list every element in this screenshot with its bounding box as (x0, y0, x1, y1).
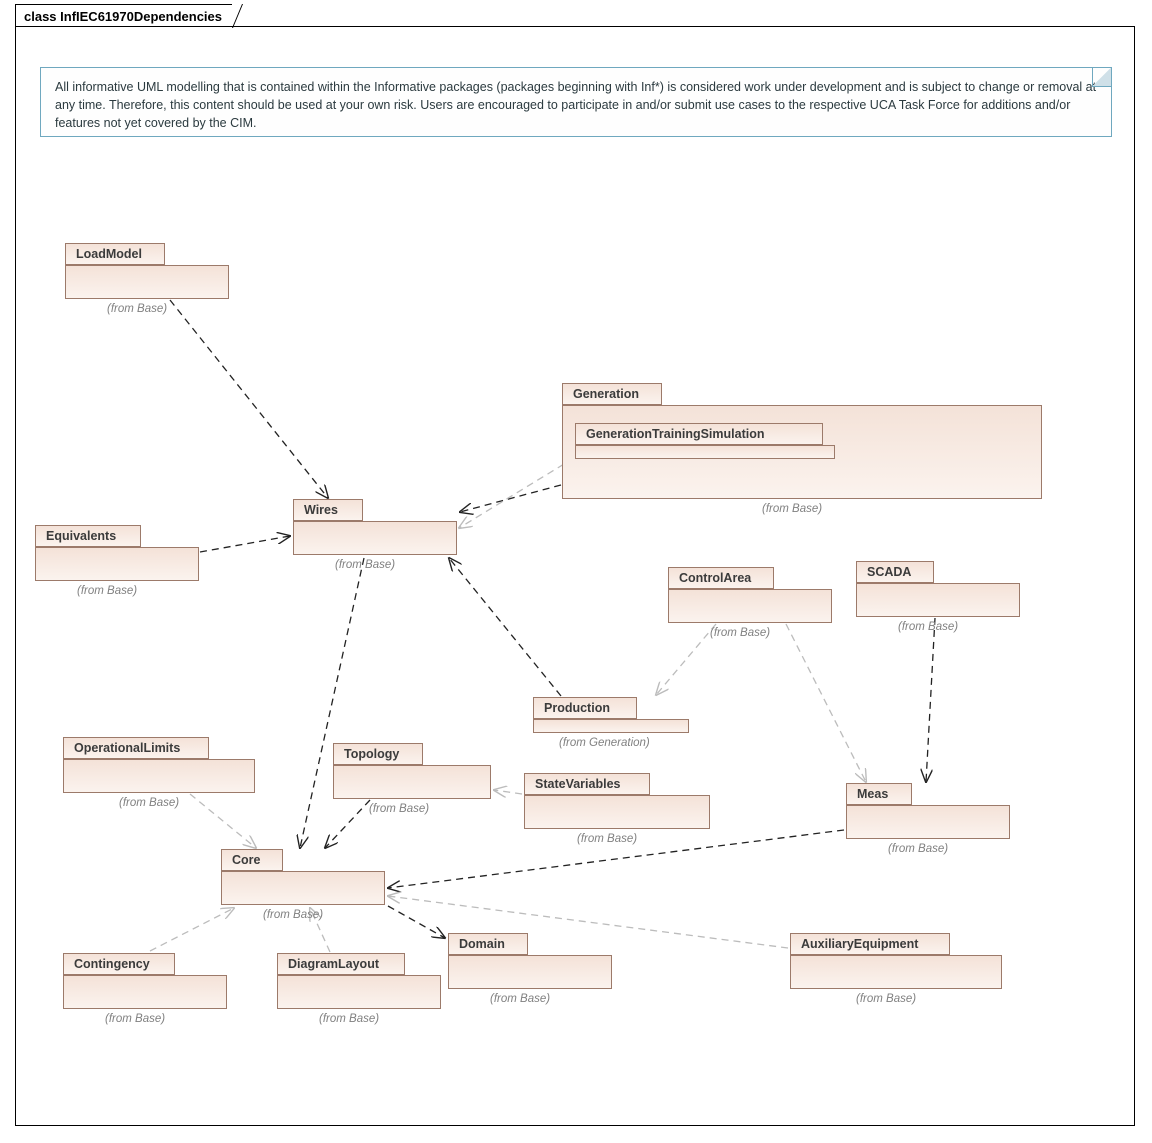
package-origin: (from Base) (577, 833, 637, 845)
package-tab: StateVariables (524, 773, 650, 795)
package-tab: SCADA (856, 561, 934, 583)
diagram-title: class InfIEC61970Dependencies (24, 9, 222, 24)
package-statevars: StateVariables(from Base) (524, 773, 710, 829)
package-tab: Production (533, 697, 637, 719)
package-tab: Meas (846, 783, 912, 805)
package-origin: (from Base) (119, 797, 179, 809)
package-body (221, 871, 385, 905)
package-tab: OperationalLimits (63, 737, 209, 759)
package-body (277, 975, 441, 1009)
package-contingency: Contingency(from Base) (63, 953, 227, 1009)
package-origin: (from Base) (263, 909, 323, 921)
package-body (856, 583, 1020, 617)
package-tab: Domain (448, 933, 528, 955)
package-tab: Core (221, 849, 283, 871)
package-tab: Contingency (63, 953, 175, 975)
diagram-note: All informative UML modelling that is co… (40, 67, 1112, 137)
package-origin: (from Base) (898, 621, 958, 633)
note-text: All informative UML modelling that is co… (55, 80, 1096, 130)
package-tab: GenerationTrainingSimulation (575, 423, 823, 445)
package-core: Core(from Base) (221, 849, 385, 905)
package-meas: Meas(from Base) (846, 783, 1010, 839)
package-origin: (from Base) (490, 993, 550, 1005)
package-tab: LoadModel (65, 243, 165, 265)
package-origin: (from Base) (762, 503, 822, 515)
package-body (524, 795, 710, 829)
package-body (35, 547, 199, 581)
package-body (575, 445, 835, 459)
package-body (333, 765, 491, 799)
note-dogear-icon (1092, 68, 1111, 87)
package-wires: Wires(from Base) (293, 499, 457, 555)
package-body (65, 265, 229, 299)
package-diaglayout: DiagramLayout(from Base) (277, 953, 441, 1009)
package-origin: (from Base) (107, 303, 167, 315)
package-origin: (from Base) (105, 1013, 165, 1025)
package-origin: (from Base) (319, 1013, 379, 1025)
package-tab: Wires (293, 499, 363, 521)
package-origin: (from Base) (77, 585, 137, 597)
package-scada: SCADA(from Base) (856, 561, 1020, 617)
diagram-canvas: class InfIEC61970Dependencies All inform… (0, 0, 1152, 1143)
package-tab: Equivalents (35, 525, 141, 547)
package-body (790, 955, 1002, 989)
package-topology: Topology(from Base) (333, 743, 491, 799)
package-tab: AuxiliaryEquipment (790, 933, 950, 955)
package-origin: (from Base) (888, 843, 948, 855)
package-body (846, 805, 1010, 839)
package-body (63, 759, 255, 793)
package-tab: ControlArea (668, 567, 774, 589)
package-auxeq: AuxiliaryEquipment(from Base) (790, 933, 1002, 989)
package-body (293, 521, 457, 555)
package-production: Production(from Generation) (533, 697, 689, 733)
package-tab: Topology (333, 743, 423, 765)
package-tab: Generation (562, 383, 662, 405)
package-controlarea: ControlArea(from Base) (668, 567, 832, 623)
diagram-title-tab: class InfIEC61970Dependencies (15, 4, 233, 28)
package-body (668, 589, 832, 623)
package-origin: (from Base) (369, 803, 429, 815)
package-origin: (from Base) (335, 559, 395, 571)
package-loadmodel: LoadModel(from Base) (65, 243, 229, 299)
package-gts: GenerationTrainingSimulation(from Genera… (575, 423, 835, 459)
package-body (533, 719, 689, 733)
package-domain: Domain(from Base) (448, 933, 612, 989)
package-tab: DiagramLayout (277, 953, 405, 975)
package-origin: (from Generation) (559, 737, 650, 749)
package-origin: (from Base) (856, 993, 916, 1005)
package-equivalents: Equivalents(from Base) (35, 525, 199, 581)
package-oplimits: OperationalLimits(from Base) (63, 737, 255, 793)
package-origin: (from Base) (710, 627, 770, 639)
package-body (63, 975, 227, 1009)
package-body (448, 955, 612, 989)
